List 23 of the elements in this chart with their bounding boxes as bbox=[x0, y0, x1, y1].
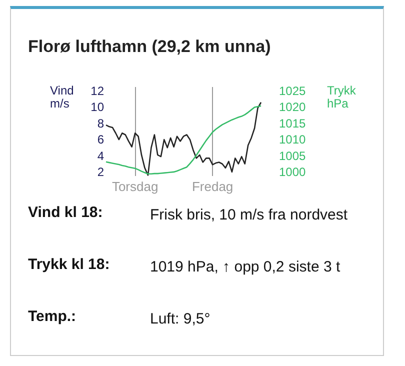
y-axis-title: Vind m/s bbox=[50, 84, 74, 110]
text: Trykk kl 18: bbox=[28, 256, 110, 273]
text: Temp.: bbox=[28, 308, 76, 325]
chart-title: Florø lufthamn (29,2 km unna) bbox=[28, 37, 271, 56]
y-tick-label: 10 bbox=[90, 100, 104, 114]
y-tick-label: 4 bbox=[97, 148, 104, 163]
y2-tick-label: 1010 bbox=[279, 132, 306, 147]
y-tick-label: 8 bbox=[97, 116, 104, 130]
text: Vind kl 18: bbox=[28, 204, 103, 221]
y-tick-label: 12 bbox=[90, 84, 104, 98]
x-tick-label: Torsdag bbox=[112, 179, 158, 194]
y2-tick-label: 1020 bbox=[279, 100, 306, 114]
text: Luft: 9,5° bbox=[150, 310, 210, 328]
y-tick-label: 6 bbox=[97, 132, 104, 147]
text: 1019 hPa, ↑ opp 0,2 siste 3 t bbox=[150, 258, 341, 276]
y2-tick-label: 1000 bbox=[279, 164, 306, 179]
x-tick-label: Fredag bbox=[192, 179, 234, 194]
y2-tick-label: 1005 bbox=[279, 148, 306, 163]
text: Frisk bris, 10 m/s fra nordvest bbox=[150, 206, 348, 224]
y-tick-label: 2 bbox=[97, 164, 104, 179]
y2-axis-title: Trykk hPa bbox=[327, 84, 357, 110]
y2-tick-label: 1015 bbox=[279, 116, 306, 130]
y2-tick-label: 1025 bbox=[279, 84, 306, 98]
